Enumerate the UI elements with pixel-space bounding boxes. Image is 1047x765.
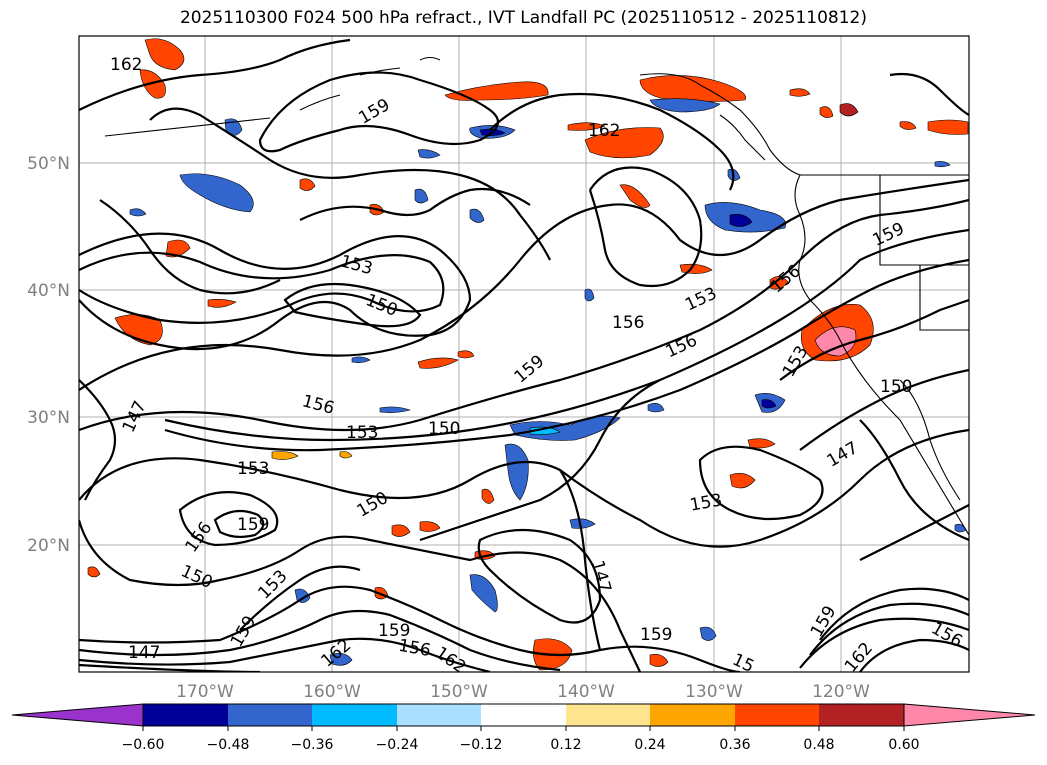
colorbar-tick: 0.60 bbox=[888, 737, 919, 753]
map-title: 2025110300 F024 500 hPa refract., IVT La… bbox=[179, 8, 867, 28]
colorbar-tick: −0.12 bbox=[460, 737, 503, 753]
contour-label: 159 bbox=[378, 621, 410, 641]
contour-label: 162 bbox=[110, 55, 142, 75]
contour-label: 147 bbox=[128, 643, 160, 663]
colorbar: −0.60 −0.48 −0.36 −0.24 −0.12 0.12 0.24 … bbox=[11, 703, 1036, 753]
contour-label: 150 bbox=[428, 419, 460, 439]
colorbar-tick: −0.24 bbox=[376, 737, 419, 753]
refractivity-contours bbox=[79, 38, 969, 672]
lon-label: 150°W bbox=[430, 682, 488, 702]
contour-label: 159 bbox=[237, 515, 269, 535]
coastlines bbox=[104, 56, 969, 536]
colorbar-segment bbox=[566, 704, 650, 726]
colorbar-segment bbox=[143, 704, 228, 726]
contour-label: 150 bbox=[880, 377, 912, 397]
contour-label: 153 bbox=[237, 459, 269, 479]
contour-label: 162 bbox=[588, 121, 620, 141]
lat-label: 20°N bbox=[27, 536, 70, 556]
lon-label: 130°W bbox=[685, 682, 743, 702]
colorbar-segment bbox=[650, 704, 735, 726]
longitude-labels: 170°W 160°W 150°W 140°W 130°W 120°W bbox=[176, 682, 870, 702]
contour-label: 15 bbox=[729, 650, 757, 677]
colorbar-tick: −0.36 bbox=[291, 737, 334, 753]
lat-label: 40°N bbox=[27, 281, 70, 301]
map-plot-area: 162 159 162 153 150 156 153 156 159 156 … bbox=[79, 36, 969, 677]
latitude-labels: 50°N 40°N 30°N 20°N bbox=[27, 154, 70, 556]
colorbar-segment bbox=[481, 704, 566, 726]
colorbar-segment bbox=[228, 704, 312, 726]
plot-frame bbox=[78, 35, 970, 673]
colorbar-tick: 0.36 bbox=[719, 737, 750, 753]
colorbar-segment bbox=[735, 704, 819, 726]
contour-label: 156 bbox=[612, 313, 644, 333]
colorbar-tick: 0.12 bbox=[550, 737, 581, 753]
colorbar-tick: −0.48 bbox=[207, 737, 250, 753]
colorbar-extend-low bbox=[11, 703, 144, 727]
contour-label: 159 bbox=[640, 625, 672, 645]
lon-label: 170°W bbox=[176, 682, 234, 702]
colorbar-segment bbox=[819, 704, 904, 726]
colorbar-tick: −0.60 bbox=[122, 737, 165, 753]
lon-label: 120°W bbox=[812, 682, 870, 702]
contour-label: 153 bbox=[346, 423, 378, 443]
colorbar-tick: 0.48 bbox=[803, 737, 834, 753]
lon-label: 160°W bbox=[303, 682, 361, 702]
lat-label: 30°N bbox=[27, 408, 70, 428]
lat-label: 50°N bbox=[27, 154, 70, 174]
colorbar-segment bbox=[312, 704, 397, 726]
colorbar-tick: 0.24 bbox=[634, 737, 665, 753]
colorbar-segment bbox=[397, 704, 481, 726]
colorbar-extend-high bbox=[903, 703, 1036, 727]
lon-label: 140°W bbox=[557, 682, 615, 702]
